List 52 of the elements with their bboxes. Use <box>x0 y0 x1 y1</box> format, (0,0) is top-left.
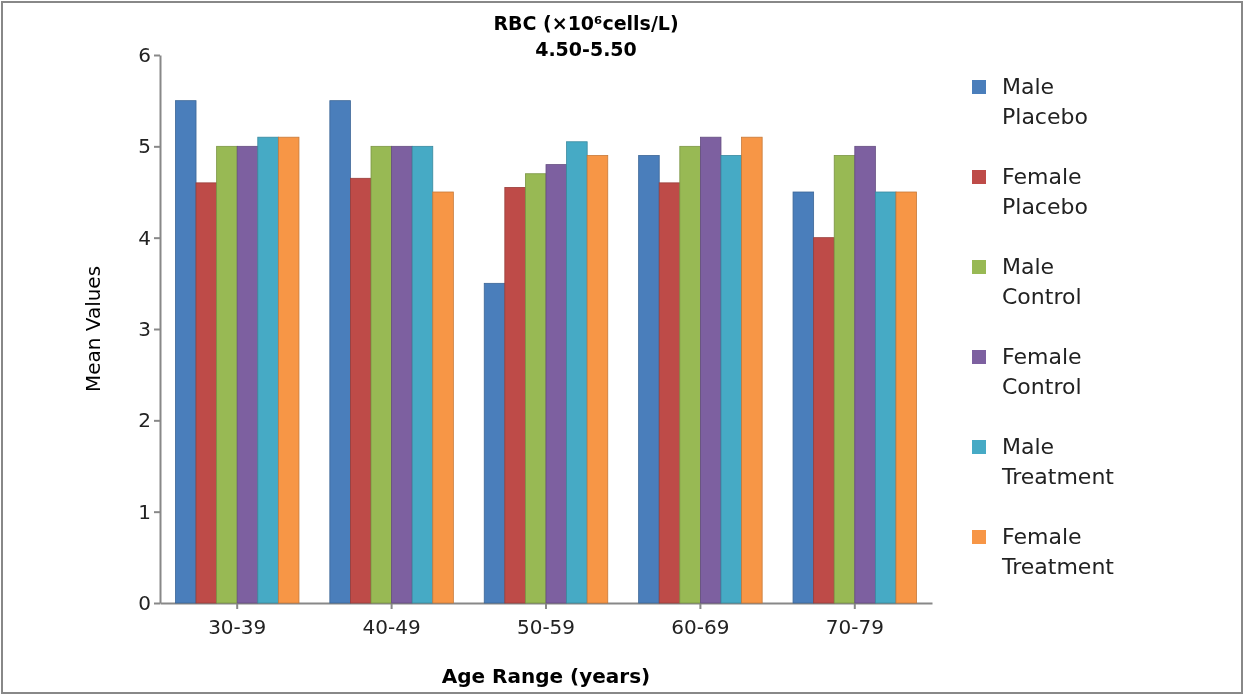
bar <box>350 177 372 604</box>
bar <box>216 145 238 604</box>
x-tick-label: 40-49 <box>362 615 421 639</box>
bar <box>741 136 763 604</box>
bar <box>411 145 434 604</box>
bar <box>679 145 701 604</box>
bar <box>432 191 454 604</box>
bar <box>638 155 660 604</box>
chart-title: RBC (×10⁶cells/L) <box>493 12 679 34</box>
x-axis-title: Age Range (years) <box>441 664 651 688</box>
bar <box>370 145 392 604</box>
y-tick-label: 3 <box>138 316 151 341</box>
y-tick-label: 2 <box>138 408 151 433</box>
bar <box>329 100 351 604</box>
x-tick-label: 70-79 <box>825 615 884 639</box>
y-tick-label: 1 <box>138 499 151 524</box>
bar <box>813 237 835 604</box>
bar <box>391 145 413 604</box>
legend-label: Male Control <box>1002 254 1082 309</box>
legend-label: Female Control <box>1002 344 1082 399</box>
bar <box>277 136 300 604</box>
x-tick-label: 50-59 <box>516 615 576 639</box>
y-tick-label: 4 <box>138 225 151 250</box>
bar <box>236 145 259 604</box>
bar <box>525 173 547 604</box>
bar <box>586 155 609 604</box>
legend-label: Female Treatment <box>1001 524 1115 579</box>
y-tick-label: 5 <box>138 134 151 159</box>
chart-subtitle: 4.50-5.50 <box>535 38 637 60</box>
bar <box>658 182 681 604</box>
bar <box>257 136 279 604</box>
x-tick-label: 30-39 <box>208 615 267 639</box>
bar <box>483 282 506 604</box>
bar <box>833 155 856 604</box>
y-axis-title: Mean Values <box>81 265 105 393</box>
legend-label: Female Placebo <box>1002 164 1088 219</box>
bar <box>874 191 897 604</box>
bar <box>792 191 815 604</box>
x-tick-label: 60-69 <box>671 615 730 639</box>
bar <box>175 100 197 604</box>
bar <box>195 182 218 604</box>
bar <box>895 191 917 604</box>
bar <box>566 141 588 604</box>
legend-label: Male Treatment <box>1001 434 1115 489</box>
bar <box>545 164 567 604</box>
bar <box>700 136 722 604</box>
bar <box>720 155 742 604</box>
bar <box>504 187 526 604</box>
legend-label: Male Placebo <box>1002 74 1088 129</box>
y-tick-label: 6 <box>138 42 151 67</box>
y-tick-label: 0 <box>138 590 151 615</box>
bar <box>854 145 876 604</box>
